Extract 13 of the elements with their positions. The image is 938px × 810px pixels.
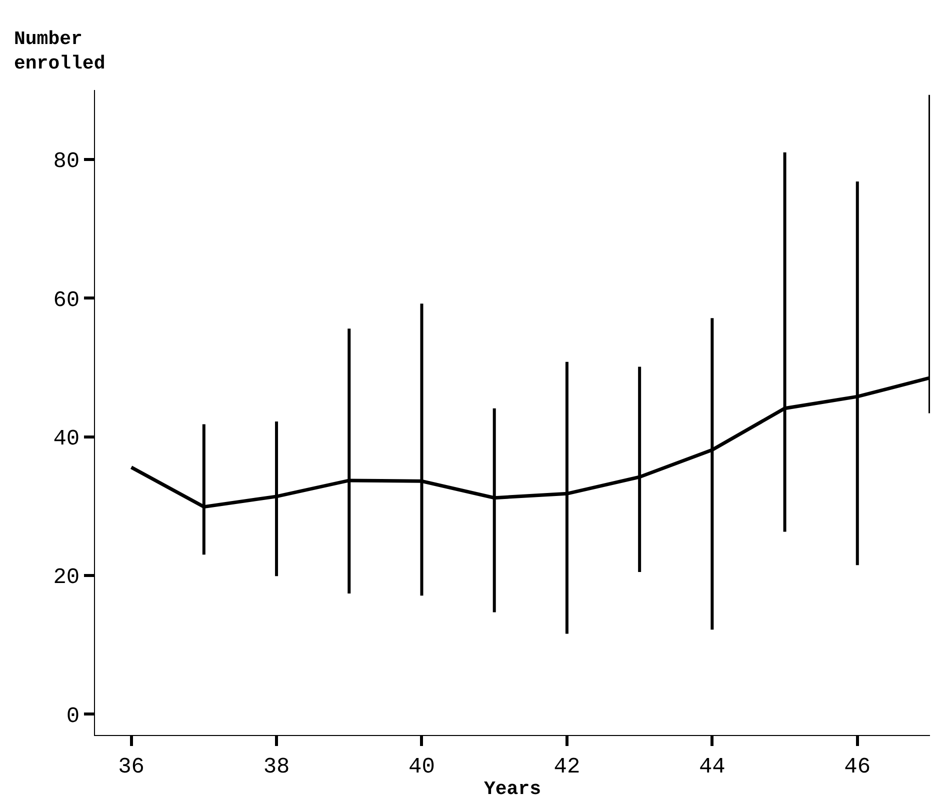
y-tick-label: 40 — [53, 426, 80, 452]
y-tick-label: 60 — [53, 288, 80, 313]
x-tick-label: 36 — [118, 754, 145, 780]
x-tick-label: 40 — [408, 754, 435, 780]
x-tick-label: 44 — [698, 754, 726, 780]
y-tick-label: 20 — [53, 565, 80, 590]
y-tick-label: 0 — [66, 704, 80, 729]
x-axis-title: Years — [484, 778, 542, 800]
y-tick-label: 80 — [53, 149, 80, 174]
x-tick-label: 46 — [844, 754, 871, 780]
x-tick-label: 38 — [263, 754, 290, 780]
text: Number enrolled — [14, 28, 106, 75]
x-tick-label: 42 — [554, 754, 580, 780]
